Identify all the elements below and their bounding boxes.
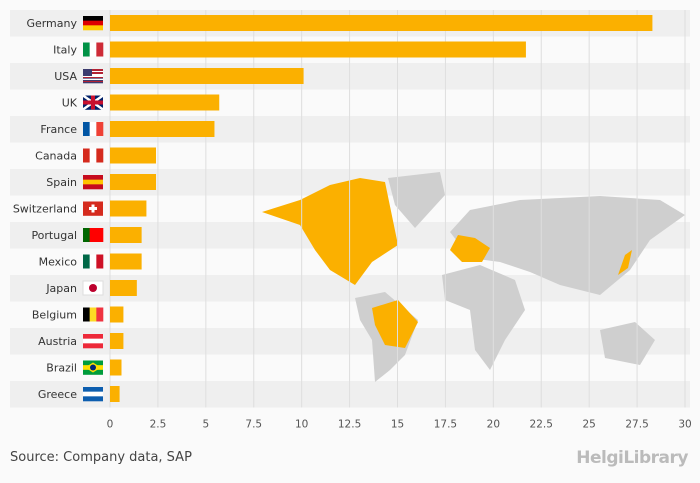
map-australia xyxy=(600,322,655,365)
category-label: Greece xyxy=(38,388,77,401)
bar-chart: Germany Italy USA UK France Canada Spain Switze… xyxy=(10,10,692,431)
source-note: Source: Company data, SAP xyxy=(10,450,192,465)
bar-germany[interactable] xyxy=(110,15,653,31)
flag-spain-icon xyxy=(83,175,103,190)
map-japan xyxy=(618,250,632,275)
flag-portugal-icon xyxy=(83,228,104,242)
bar-belgium[interactable] xyxy=(110,306,124,323)
bar-canada[interactable] xyxy=(110,147,156,164)
category-label: Mexico xyxy=(39,256,78,269)
world-map-background xyxy=(262,172,685,382)
category-label: Germany xyxy=(26,17,77,30)
bar-greece[interactable] xyxy=(110,386,120,402)
helgi-library-logo[interactable]: HelgiLibrary xyxy=(576,448,688,468)
flag-brazil-icon xyxy=(83,360,103,375)
x-tick-label: 5 xyxy=(202,419,209,431)
x-tick-label: 10 xyxy=(295,419,308,431)
bar-usa[interactable] xyxy=(110,68,304,84)
map-brazil xyxy=(372,300,418,348)
category-label: USA xyxy=(54,70,77,83)
flag-italy-icon xyxy=(83,42,104,57)
bar-uk[interactable] xyxy=(110,94,220,111)
bar-italy[interactable] xyxy=(110,41,526,58)
category-label: Austria xyxy=(38,335,77,348)
category-label: Portugal xyxy=(31,229,77,242)
bar-austria[interactable] xyxy=(110,333,124,349)
bar-switzerland[interactable] xyxy=(110,200,147,217)
map-africa xyxy=(442,265,525,370)
category-label: Italy xyxy=(53,44,77,57)
bar-portugal[interactable] xyxy=(110,227,142,243)
flag-belgium-icon xyxy=(83,307,104,322)
bar-japan[interactable] xyxy=(110,280,137,296)
map-europe-highlight xyxy=(450,235,490,262)
bar-brazil[interactable] xyxy=(110,359,122,376)
x-tick-label: 15 xyxy=(391,419,404,431)
category-label: Japan xyxy=(45,282,77,295)
category-label: Spain xyxy=(46,176,77,189)
flag-switzerland-icon xyxy=(83,201,103,216)
category-label: Canada xyxy=(35,150,77,163)
category-label: Belgium xyxy=(32,309,77,322)
flag-uk-icon xyxy=(82,94,104,111)
map-eurasia xyxy=(450,196,685,295)
x-tick-label: 7.5 xyxy=(245,419,262,431)
x-tick-label: 20 xyxy=(487,419,500,431)
category-label: Switzerland xyxy=(13,203,77,216)
bar-spain[interactable] xyxy=(110,174,156,190)
bar-mexico[interactable] xyxy=(110,253,142,270)
flag-austria-icon xyxy=(83,334,103,349)
x-tick-label: 25 xyxy=(582,419,595,431)
category-label: UK xyxy=(62,97,78,110)
x-tick-label: 12.5 xyxy=(338,419,361,431)
x-tick-label: 22.5 xyxy=(530,419,553,431)
category-label: France xyxy=(40,123,77,136)
x-tick-label: 30 xyxy=(678,419,691,431)
flag-mexico-icon xyxy=(83,254,104,269)
x-tick-label: 0 xyxy=(107,419,114,431)
flag-canada-icon xyxy=(83,148,104,163)
x-tick-label: 17.5 xyxy=(434,419,457,431)
map-north-america xyxy=(262,178,398,285)
flag-greece-icon xyxy=(83,387,103,402)
flag-france-icon xyxy=(83,122,104,136)
bar-france[interactable] xyxy=(110,121,215,137)
x-tick-label: 2.5 xyxy=(150,419,167,431)
map-greenland xyxy=(388,172,445,228)
category-label: Brazil xyxy=(46,362,77,375)
x-tick-label: 27.5 xyxy=(625,419,648,431)
flag-japan-icon xyxy=(82,280,104,296)
flag-usa-icon xyxy=(83,69,103,84)
flag-germany-icon xyxy=(83,16,103,31)
